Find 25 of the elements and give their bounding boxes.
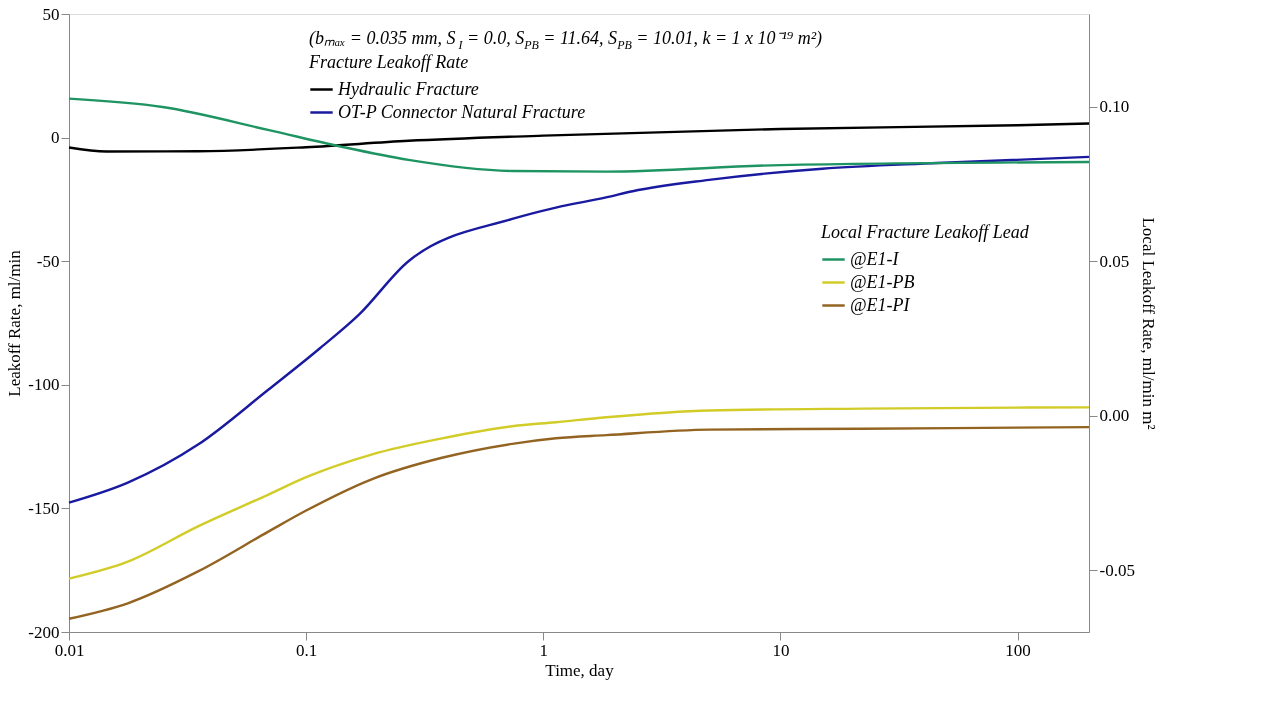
legend-label: OT-P Connector Natural Fracture xyxy=(338,101,586,122)
y-axis-title: Leakoff Rate, ml/min xyxy=(5,249,25,397)
y-tick-label: 0 xyxy=(51,128,60,148)
y2-axis-title: Local Leakoff Rate, ml/min m² xyxy=(1138,217,1158,430)
x-tick-label: 100 xyxy=(1005,640,1031,660)
y-tick-label: 50 xyxy=(42,4,60,24)
annotation: Local Fracture Leakoff Lead xyxy=(820,222,1030,242)
y2-tick-label: 0.10 xyxy=(1099,97,1130,117)
y2-tick-label: -0.05 xyxy=(1099,560,1135,580)
x-tick-label: 1 xyxy=(539,640,549,660)
legend-title: Fracture Leakoff Rate xyxy=(308,52,469,72)
y2-tick-label: 0.00 xyxy=(1099,406,1130,426)
y2-tick-label: 0.05 xyxy=(1099,251,1130,271)
x-tick-label: 0.01 xyxy=(54,640,85,660)
x-tick-label: 10 xyxy=(772,640,790,660)
x-axis-title: Time, day xyxy=(545,660,615,680)
x-tick-label: 0.1 xyxy=(296,640,318,660)
y-tick-label: -50 xyxy=(36,251,60,271)
legend-label: @E1-PI xyxy=(850,294,911,315)
y-tick-label: -200 xyxy=(28,622,60,642)
y-tick-label: -100 xyxy=(28,375,60,395)
y-tick-label: -150 xyxy=(28,498,60,518)
legend-label: @E1-I xyxy=(850,248,900,269)
legend-label: Hydraulic Fracture xyxy=(337,78,479,99)
legend-label: @E1-PB xyxy=(850,271,915,292)
